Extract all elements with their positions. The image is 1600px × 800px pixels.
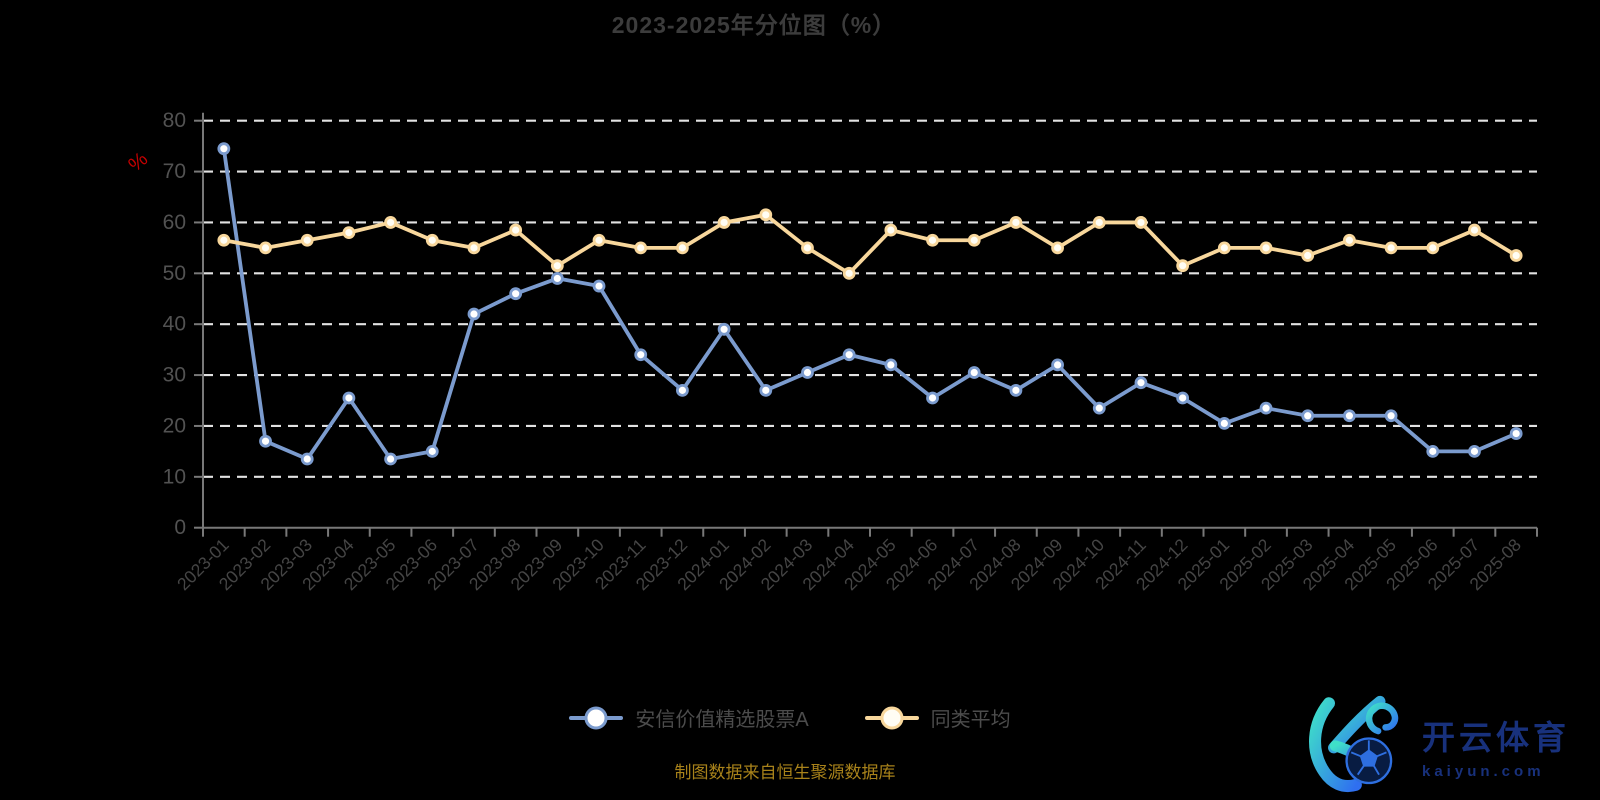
y-tick-label: 70 xyxy=(163,160,186,183)
y-tick-label: 80 xyxy=(163,109,186,132)
series-fund-marker[interactable] xyxy=(1051,358,1064,372)
series-fund-marker[interactable] xyxy=(1426,444,1440,458)
series-fund-marker[interactable] xyxy=(967,366,981,379)
series-fund-marker[interactable] xyxy=(1092,401,1106,415)
series-fund-marker[interactable] xyxy=(342,391,356,405)
series-peer-average-marker[interactable] xyxy=(1301,249,1315,262)
series-peer-average-marker[interactable] xyxy=(1009,216,1023,229)
series-fund-marker[interactable] xyxy=(1176,391,1190,405)
series-peer-average-marker[interactable] xyxy=(259,241,272,255)
series-peer-average-marker[interactable] xyxy=(592,233,606,247)
series-peer-average-marker[interactable] xyxy=(884,223,898,237)
page-title: 2023-2025年分位图（%） xyxy=(611,12,897,38)
series-fund-marker[interactable] xyxy=(926,391,939,405)
series-peer-average-marker[interactable] xyxy=(717,216,731,229)
series-peer-average-marker[interactable] xyxy=(926,233,939,247)
series-peer-average-marker[interactable] xyxy=(217,233,231,247)
brand-domain: kaiyun.com xyxy=(1422,762,1545,780)
y-tick-label: 10 xyxy=(163,465,186,488)
legend-item-fund[interactable]: 安信价值精选股票A xyxy=(569,703,809,732)
brand-logo-mark xyxy=(1309,695,1399,792)
series-fund-marker[interactable] xyxy=(509,287,523,301)
series-fund-line xyxy=(221,146,1519,461)
series-peer-average-marker[interactable] xyxy=(842,266,856,280)
series-peer-average-marker[interactable] xyxy=(759,208,773,222)
percentile-line-chart: 010203040506070802023-012023-022023-0320… xyxy=(124,109,1538,594)
brand-logo: 开云体育 kaiyun.com xyxy=(1298,694,1570,796)
legend-marker-peer-average-icon xyxy=(864,706,919,729)
series-fund-marker[interactable] xyxy=(842,348,856,362)
series-peer-average-marker[interactable] xyxy=(967,233,981,247)
y-tick-label: 50 xyxy=(163,262,186,285)
series-fund-marker[interactable] xyxy=(1134,376,1148,390)
series-peer-average-marker[interactable] xyxy=(1134,216,1148,229)
series-peer-average-marker[interactable] xyxy=(1426,241,1440,255)
legend-item-peer-average[interactable]: 同类平均 xyxy=(864,703,1011,732)
series-peer-average-marker[interactable] xyxy=(1343,233,1356,247)
series-peer-average-marker[interactable] xyxy=(1509,249,1523,262)
y-tick-label: 20 xyxy=(163,414,186,437)
series-peer-average-marker[interactable] xyxy=(342,226,356,240)
series-fund-marker[interactable] xyxy=(1468,444,1481,458)
series-peer-average-marker[interactable] xyxy=(467,241,481,255)
series-fund-marker[interactable] xyxy=(592,279,606,293)
football-icon xyxy=(1345,737,1393,785)
series-peer-average-marker[interactable] xyxy=(1092,216,1106,229)
series-fund-marker[interactable] xyxy=(1009,383,1023,397)
series-peer-average-marker[interactable] xyxy=(634,241,648,255)
y-tick-label: 30 xyxy=(163,364,186,387)
series-peer-average-line xyxy=(221,212,1519,276)
source-note: 制图数据来自恒生聚源数据库 xyxy=(674,763,896,782)
series-peer-average-marker[interactable] xyxy=(1468,223,1481,237)
series-peer-average-marker[interactable] xyxy=(1384,241,1398,255)
series-fund-marker[interactable] xyxy=(1509,427,1523,440)
y-tick-label: 0 xyxy=(174,516,186,539)
series-fund-marker[interactable] xyxy=(259,434,272,448)
series-fund-marker[interactable] xyxy=(634,348,648,362)
series-fund-marker[interactable] xyxy=(550,272,564,285)
series-peer-average-marker[interactable] xyxy=(1051,241,1064,255)
series-peer-average-marker[interactable] xyxy=(509,223,523,237)
chart-legend: 安信价值精选股票A 同类平均 xyxy=(0,703,1580,732)
legend-label-fund: 安信价值精选股票A xyxy=(635,709,809,731)
series-fund-marker[interactable] xyxy=(1259,401,1273,415)
series-fund-marker[interactable] xyxy=(1217,417,1231,430)
series-fund-marker[interactable] xyxy=(759,383,773,397)
series-peer-average-marker[interactable] xyxy=(384,216,397,229)
series-peer-average-marker[interactable] xyxy=(425,233,439,247)
series-fund-marker[interactable] xyxy=(801,366,814,379)
series-peer-average-marker[interactable] xyxy=(550,259,564,273)
series-fund-marker[interactable] xyxy=(425,444,439,458)
series-fund-marker[interactable] xyxy=(384,452,397,466)
series-peer-average-marker[interactable] xyxy=(676,241,689,255)
series-fund-marker[interactable] xyxy=(717,322,731,336)
y-axis-unit-label: % xyxy=(124,148,152,176)
brand-name: 开云体育 xyxy=(1422,718,1570,756)
series-peer-average-marker[interactable] xyxy=(300,233,314,247)
series-fund-marker[interactable] xyxy=(467,307,481,321)
y-tick-label: 40 xyxy=(163,313,186,336)
y-tick-label: 60 xyxy=(163,211,186,234)
series-fund-marker[interactable] xyxy=(884,358,898,372)
series-fund-marker[interactable] xyxy=(1343,409,1356,423)
series-fund-marker[interactable] xyxy=(1301,409,1315,423)
legend-label-peer-average: 同类平均 xyxy=(930,709,1011,731)
series-peer-average-marker[interactable] xyxy=(1217,241,1231,255)
legend-marker-fund-icon xyxy=(569,706,624,729)
series-fund-marker[interactable] xyxy=(300,452,314,466)
series-peer-average-marker[interactable] xyxy=(801,241,814,255)
series-peer-average-marker[interactable] xyxy=(1176,259,1190,273)
series-fund-marker[interactable] xyxy=(676,383,689,397)
series-fund-marker[interactable] xyxy=(1384,409,1398,423)
series-fund-marker[interactable] xyxy=(217,142,231,156)
series-peer-average-marker[interactable] xyxy=(1259,241,1273,255)
